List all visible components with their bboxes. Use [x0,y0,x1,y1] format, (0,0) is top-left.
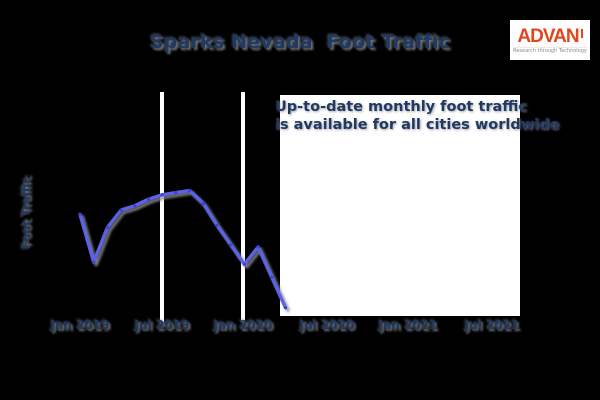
chart-title: Sparks Nevada Foot Traffic [149,31,451,53]
advan-logo-tagline: Research through Technology [513,46,587,54]
x-tick-label: Jul 2021 [464,318,520,332]
x-tick-label: Jul 2020 [299,318,355,332]
x-tick-label: Jan 2020 [213,318,273,332]
gridline-jan-2020 [241,92,245,322]
gridline-jul-2019 [160,92,164,322]
annotation-overlay-box [280,95,520,316]
foot-traffic-line [78,188,288,310]
x-tick-label: Jan 2021 [378,318,438,332]
annotation-line-2: is available for all cities worldwide [275,116,560,133]
advan-logo-red-mark-icon [580,28,583,38]
annotation-text: Up-to-date monthly foot traffic is avail… [275,99,560,134]
y-axis-label: Foot Traffic [19,176,34,250]
x-tick-label: Jan 2019 [50,318,110,332]
x-tick-label: Jul 2019 [134,318,190,332]
annotation-line-1: Up-to-date monthly foot traffic [275,99,528,115]
advan-logo: ADVAN Research through Technology [510,20,590,60]
advan-logo-wordmark: ADVAN [517,25,579,47]
